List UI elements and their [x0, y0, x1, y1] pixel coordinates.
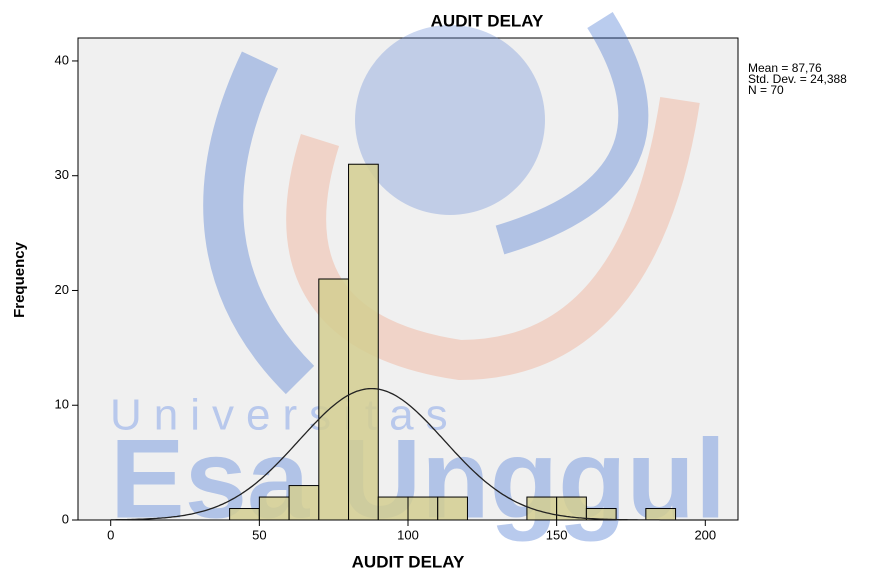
x-tick-label: 50 [252, 527, 266, 542]
bar [230, 509, 260, 520]
x-tick-label: 100 [397, 527, 419, 542]
bar [319, 279, 349, 520]
y-tick-label: 0 [62, 511, 69, 526]
x-tick-label: 200 [694, 527, 716, 542]
bar [259, 497, 289, 520]
y-tick-label: 10 [55, 397, 69, 412]
bar [289, 486, 319, 520]
stats-label: N = 70 [748, 83, 784, 97]
bar [408, 497, 438, 520]
bar [438, 497, 468, 520]
watermark-circle [355, 25, 545, 215]
y-tick-label: 20 [55, 282, 69, 297]
y-axis-label: Frequency [11, 241, 28, 318]
watermark-text: Esa Unggul [110, 417, 726, 542]
chart-title: AUDIT DELAY [431, 11, 544, 30]
y-tick-label: 40 [55, 52, 69, 67]
x-tick-label: 0 [107, 527, 114, 542]
y-tick-label: 30 [55, 167, 69, 182]
x-axis-label: AUDIT DELAY [352, 552, 465, 571]
chart: Universitas Esa Unggul AUDIT DELAY AUDIT… [0, 0, 896, 576]
x-tick-label: 150 [546, 527, 568, 542]
bar [646, 509, 676, 520]
bar [349, 164, 379, 520]
bar [378, 497, 408, 520]
